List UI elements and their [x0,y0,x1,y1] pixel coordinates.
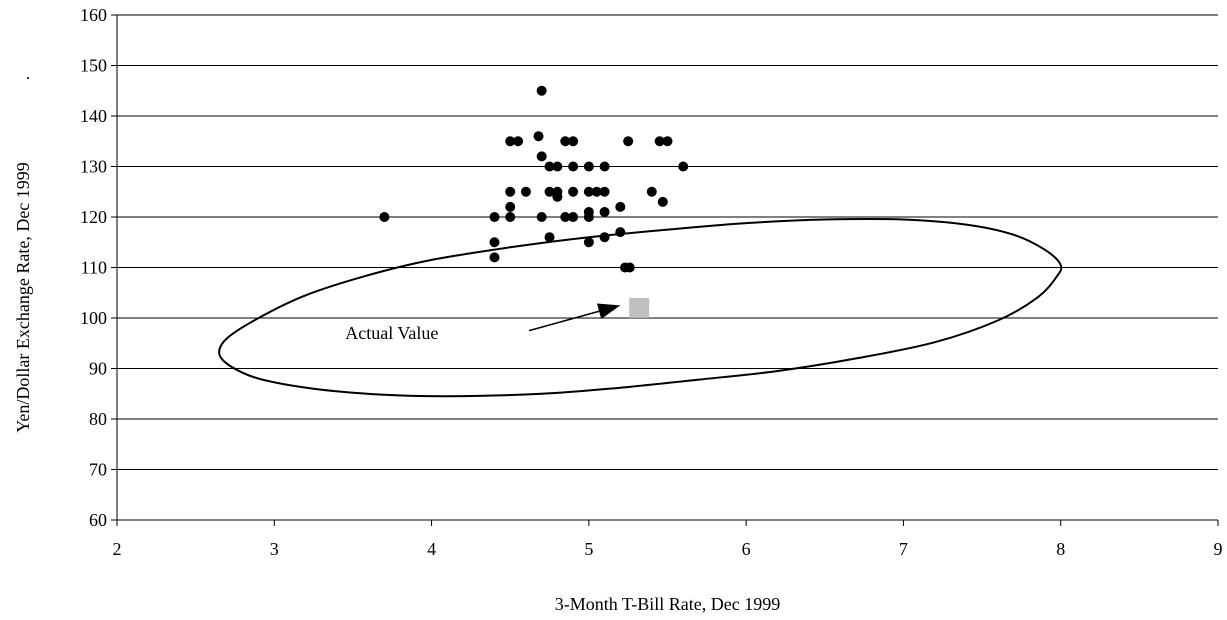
y-tick-label: 90 [89,359,107,379]
data-point [583,186,594,197]
data-point [654,136,665,147]
x-tick-label: 8 [1056,539,1065,559]
data-point [583,161,594,172]
data-point [505,212,516,222]
y-tick-label: 150 [80,56,107,76]
data-point [513,136,524,147]
data-point [583,212,594,222]
data-point [544,186,555,197]
y-tick-label: 80 [89,409,107,429]
y-tick-label: 70 [89,460,107,480]
data-point [568,136,579,147]
data-point [489,212,500,222]
data-point [536,212,547,222]
data-point [520,186,531,197]
annotation-arrow-line [528,310,600,332]
annotation-arrow-head [596,303,621,319]
data-point [505,201,516,212]
x-tick-label: 2 [113,539,122,559]
y-tick-label: 100 [80,308,107,328]
data-point [678,161,689,172]
data-point [599,232,610,243]
tick-labels: 60 70 80 90 100 110 120 130 140 150 160 2 3 4 5 6 7 8 9 [80,5,1223,559]
confidence-ellipse-layer [218,217,1063,398]
data-point [615,227,626,238]
x-tick-label: 7 [899,539,908,559]
x-tick-label: 9 [1214,539,1223,559]
data-point [657,196,668,207]
y-tick-label: 130 [80,157,107,177]
x-tick-label: 3 [270,539,279,559]
annotation-layer: Actual Value [345,303,621,343]
x-tick-label: 5 [584,539,593,559]
data-point [552,191,563,202]
annotation-label: Actual Value [345,323,438,343]
data-point [533,131,544,142]
data-point [599,206,610,217]
y-tick-label: 160 [80,5,107,25]
data-point [583,237,594,248]
y-tick-label: 140 [80,106,107,126]
x-tick-label: 4 [427,539,436,559]
data-point [536,151,547,162]
data-point [505,186,516,197]
data-points [379,85,689,318]
data-point [591,186,602,197]
data-point [646,186,657,197]
data-point [568,212,579,222]
y-axis-title: Yen/Dollar Exchange Rate, Dec 1999 [13,162,33,433]
data-point [568,161,579,172]
y-axis-title-trailing-mark: . [13,76,33,81]
actual-value-marker [629,297,650,318]
data-point [552,161,563,172]
gridlines [117,14,1218,470]
data-point [379,212,390,222]
data-point [599,161,610,172]
x-axis-title: 3-Month T-Bill Rate, Dec 1999 [555,594,780,614]
data-point [489,237,500,248]
y-tick-label: 110 [81,258,107,278]
data-point [615,201,626,212]
data-point [544,232,555,243]
data-point [662,136,673,147]
confidence-ellipse [218,217,1063,398]
data-point [568,186,579,197]
data-point [489,252,500,263]
data-point [623,136,634,147]
x-tick-label: 6 [742,539,751,559]
axes [111,14,1219,526]
data-point [544,161,555,172]
data-point [560,212,571,222]
data-point [536,85,547,96]
data-point [624,262,635,273]
y-tick-label: 120 [80,207,107,227]
data-point [505,136,516,147]
y-tick-label: 60 [89,510,107,530]
data-point [560,136,571,147]
data-point [599,186,610,197]
